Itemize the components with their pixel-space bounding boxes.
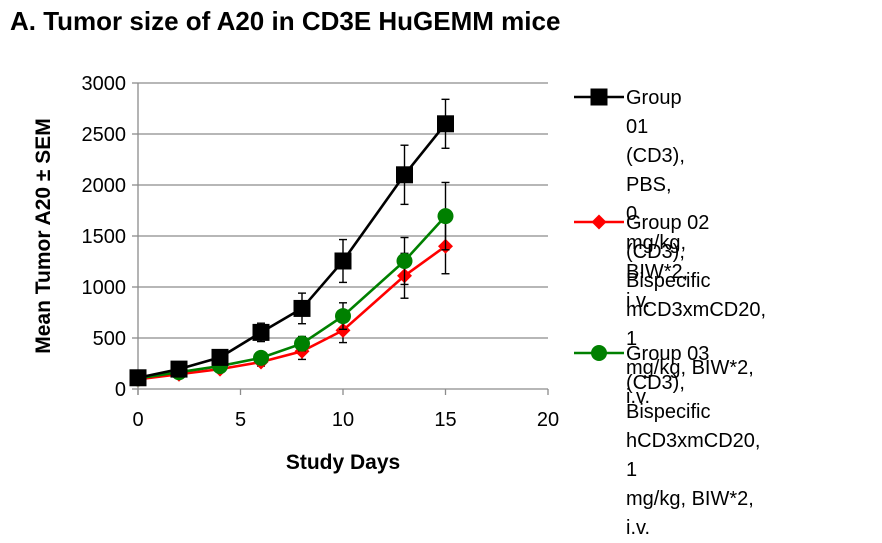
legend-swatch-group-02 [574,214,624,230]
legend-swatch-marker [591,345,607,361]
y-tick-label-1500: 1500 [82,226,127,248]
y-tick-label-500: 500 [93,328,126,350]
y-tick-label-2000: 2000 [82,175,127,197]
y-tick-label-3000: 3000 [82,73,127,95]
y-tick-label-2500: 2500 [82,124,127,146]
series-group-1 [129,98,454,387]
y-tick-label-1000: 1000 [82,277,127,299]
data-point [211,348,229,366]
x-tick-label-5: 5 [235,409,246,431]
legend-swatch-marker [590,88,608,106]
y-axis-label: Mean Tumor A20 ± SEM [32,118,55,354]
legend-label-group-03: Group 03 (CD3), Bispecific hCD3xmCD20, 1… [626,343,761,539]
x-axis-label: Study Days [286,451,400,474]
line-chart: 0 500 1000 1500 2000 2500 3000 0 5 10 15 20 Study Da… [32,73,559,474]
data-point [396,252,413,269]
data-point [437,208,454,225]
y-tick-label-0: 0 [115,379,126,401]
legend-swatch-group-01 [574,88,624,106]
data-point [252,323,270,341]
data-point [253,349,269,366]
data-point [294,335,310,352]
legend-label-group-01: Group 01 (CD3), PBS, 0 mg/kg, BIW*2, i.v… [626,87,689,312]
x-tick-label-20: 20 [537,409,559,431]
data-point [293,299,311,317]
series-group-3 [130,181,454,387]
x-tick-label-10: 10 [332,409,354,431]
data-point [334,252,352,270]
data-point [335,308,351,325]
data-point [129,369,147,387]
legend-label-group-02: Group 02 (CD3), Bispecific mCD3xmCD20, 1… [626,212,767,408]
data-point [335,322,351,338]
series-line-1 [137,122,447,380]
data-point [437,115,454,133]
legend-swatch-marker [591,214,607,230]
x-tick-label-15: 15 [434,409,456,431]
chart-title: A. Tumor size of A20 in CD3E HuGEMM mice [10,6,561,36]
data-point [170,360,188,378]
legend-swatch-group-03 [574,345,624,361]
x-tick-label-0: 0 [132,409,143,431]
data-point [396,166,413,184]
